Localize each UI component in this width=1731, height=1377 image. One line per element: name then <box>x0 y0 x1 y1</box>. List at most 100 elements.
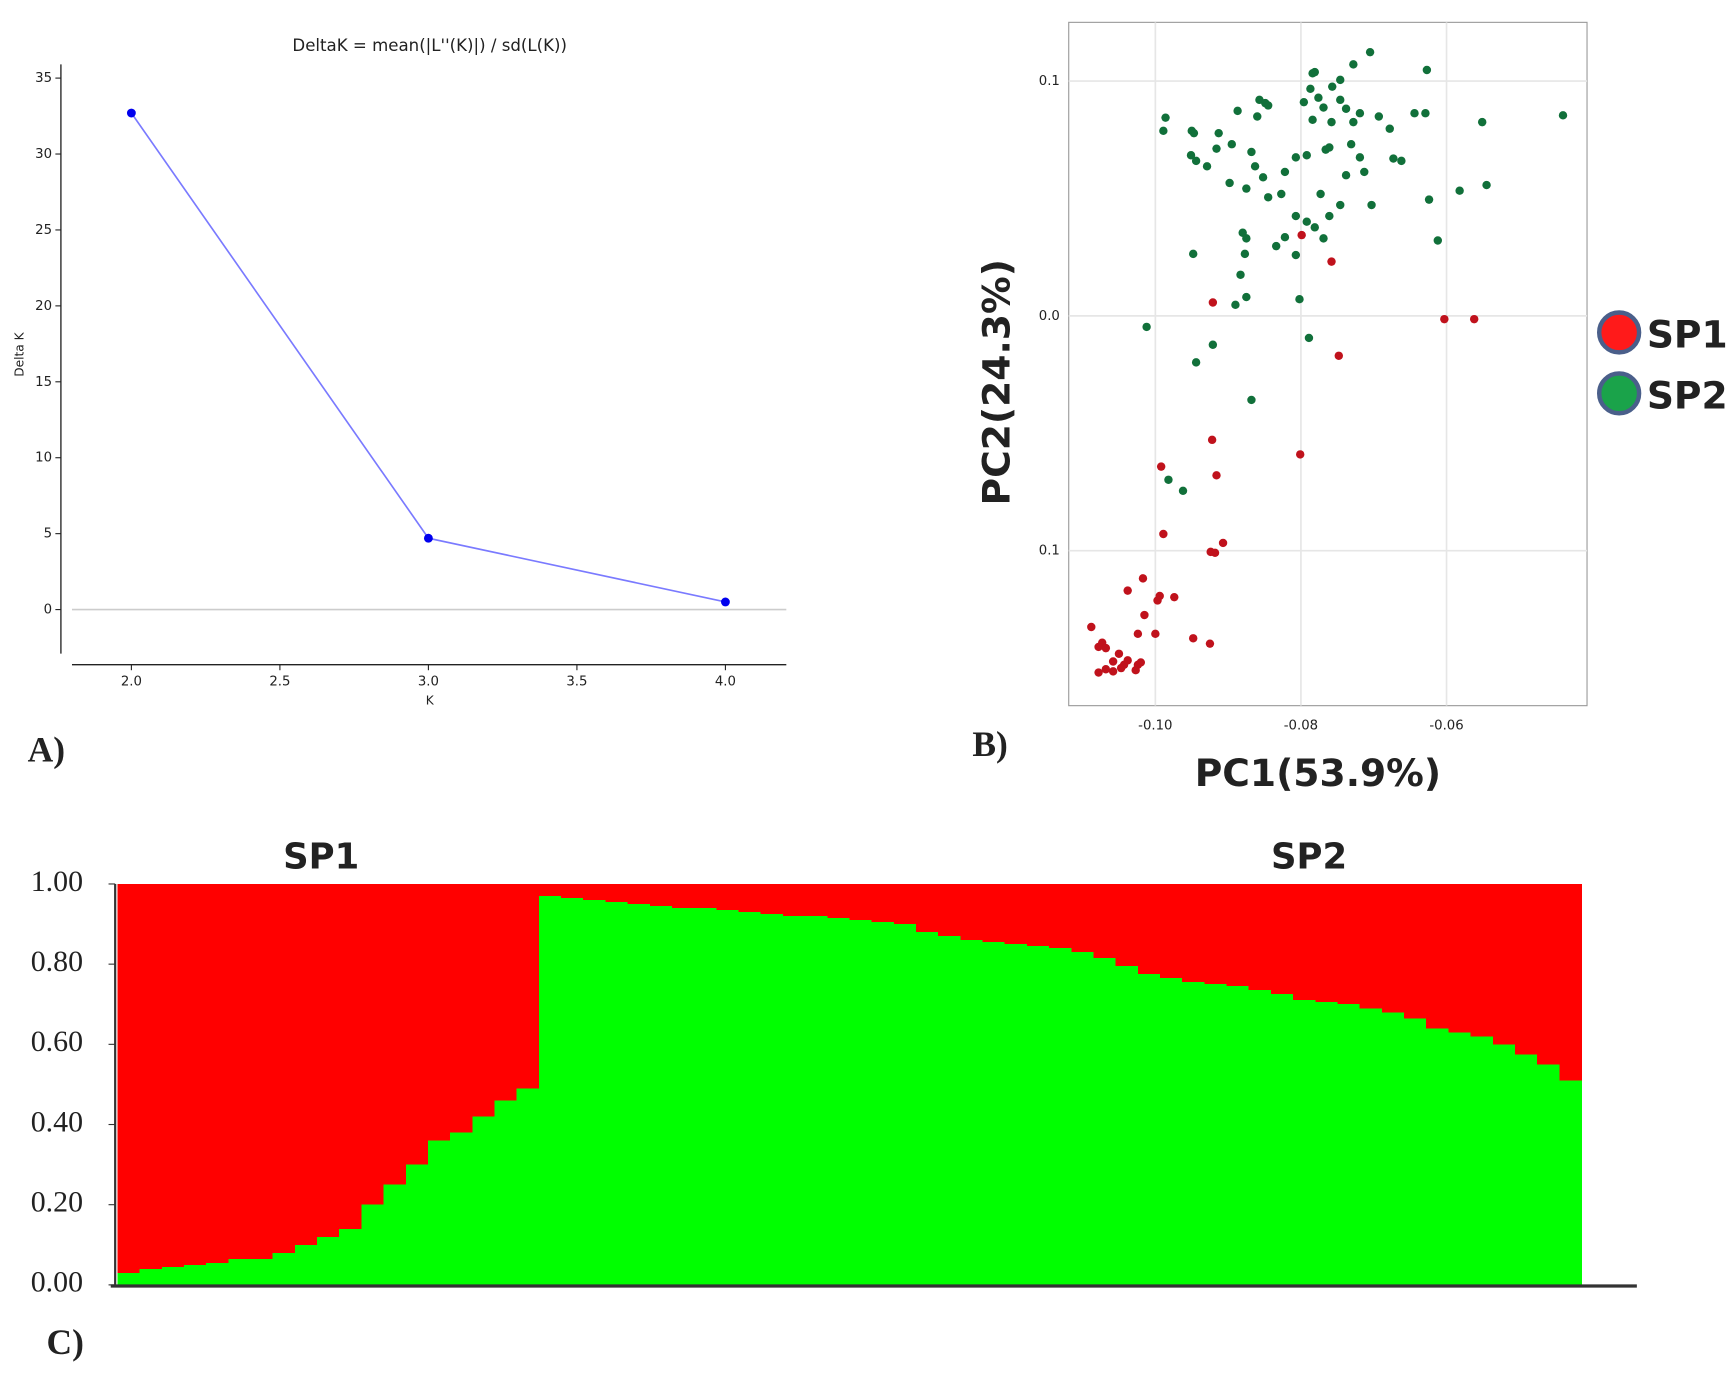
bar-segment <box>1004 944 1028 1285</box>
bar-segment <box>1404 1018 1427 1285</box>
bar-segment <box>938 936 962 1285</box>
y-axis-label: Delta K <box>12 331 26 376</box>
bar-segment <box>671 883 695 909</box>
bar-segment <box>1315 1002 1339 1285</box>
data-point <box>1310 223 1319 232</box>
data-point <box>1336 95 1345 105</box>
bar-segment <box>1293 1000 1316 1285</box>
data-point <box>1291 250 1301 260</box>
data-point <box>1186 151 1196 160</box>
bar-segment <box>782 883 806 917</box>
data-point <box>1153 596 1162 605</box>
data-point <box>1123 586 1132 595</box>
legend-label: SP2 <box>1647 373 1728 417</box>
data-point <box>1355 109 1365 118</box>
bar-segment <box>716 910 740 1285</box>
bar-segment <box>139 1268 163 1285</box>
data-point <box>1334 351 1344 360</box>
bar-segment <box>805 916 828 1285</box>
panel-label: A) <box>28 729 65 769</box>
data-point <box>1159 529 1168 539</box>
data-point <box>1156 462 1166 471</box>
data-point <box>1271 241 1281 251</box>
bar-segment <box>738 912 762 1285</box>
bar-segment <box>827 883 851 919</box>
data-point <box>1131 666 1140 675</box>
data-point <box>720 597 730 607</box>
data-point <box>1240 249 1250 259</box>
data-point <box>1319 103 1328 112</box>
bar-segment <box>694 908 718 1285</box>
data-point <box>1469 314 1479 324</box>
data-point <box>1114 649 1124 658</box>
data-point <box>1421 109 1430 118</box>
data-point <box>1365 47 1375 57</box>
bar-segment <box>206 883 229 1263</box>
bar-segment <box>317 1236 340 1285</box>
data-point <box>1142 322 1151 332</box>
x-axis-label: K <box>426 694 435 708</box>
data-point <box>1210 548 1220 558</box>
y-tick-label: 0.20 <box>31 1186 83 1219</box>
data-point <box>1360 167 1369 177</box>
bar-segment <box>272 883 296 1253</box>
chart-title: DeltaK = mean(|L''(K)|) / sd(L(K)) <box>292 36 567 55</box>
x-tick-label: 2.5 <box>269 674 290 689</box>
y-axis-label: PC2(24.3%) <box>974 259 1018 505</box>
bar-segment <box>1359 883 1383 1009</box>
data-point <box>1367 200 1376 210</box>
bar-segment <box>1270 994 1294 1285</box>
bar-segment <box>805 883 828 917</box>
data-point <box>1397 156 1406 166</box>
y-tick-label: 20 <box>35 299 52 314</box>
bar-segment <box>1137 974 1161 1285</box>
data-point <box>1140 610 1149 620</box>
bar-segment <box>538 883 562 896</box>
bar-segment <box>1559 1080 1583 1285</box>
bar-segment <box>1337 1004 1361 1285</box>
bar-segment <box>183 883 207 1265</box>
bar-segment <box>427 883 451 1141</box>
panel-label: C) <box>47 1322 84 1362</box>
bar-segment <box>1559 883 1583 1081</box>
data-point <box>1296 450 1305 459</box>
bar-segment <box>1071 883 1095 953</box>
data-point <box>1349 60 1358 69</box>
bar-segment <box>1248 883 1272 991</box>
bar-segment <box>250 883 274 1259</box>
data-point <box>1138 574 1148 583</box>
data-point <box>1263 193 1273 202</box>
data-point <box>1116 663 1126 673</box>
bar-segment <box>1204 883 1228 985</box>
data-point <box>1328 82 1337 91</box>
data-point <box>1250 162 1260 171</box>
bar-segment <box>893 883 917 925</box>
data-point <box>1253 112 1262 121</box>
bar-segment <box>139 883 163 1269</box>
bar-segment <box>472 883 496 1117</box>
bar-segment <box>405 883 429 1165</box>
bar-segment <box>494 1100 518 1285</box>
data-point <box>1389 154 1398 163</box>
data-point <box>1242 234 1251 243</box>
data-point <box>1133 629 1143 639</box>
data-point <box>1218 538 1228 548</box>
bar-segment <box>583 883 607 901</box>
bar-segment <box>627 904 651 1285</box>
data-point <box>1424 195 1434 204</box>
bar-segment <box>1492 1044 1516 1285</box>
bar-segment <box>1182 883 1206 983</box>
bar-segment <box>1004 883 1028 945</box>
bar-segment <box>1470 1036 1494 1285</box>
bar-segment <box>1226 986 1250 1285</box>
bar-segment <box>738 883 762 913</box>
plot-area <box>1068 21 1588 707</box>
data-point <box>1225 178 1234 188</box>
data-point <box>1325 211 1334 221</box>
bar-segment <box>1226 883 1250 987</box>
x-tick-label: -0.06 <box>1429 719 1463 734</box>
data-point <box>1314 93 1323 102</box>
bar-segment <box>472 1116 496 1285</box>
data-point <box>1161 113 1170 122</box>
y-tick-label: 10 <box>35 451 52 466</box>
